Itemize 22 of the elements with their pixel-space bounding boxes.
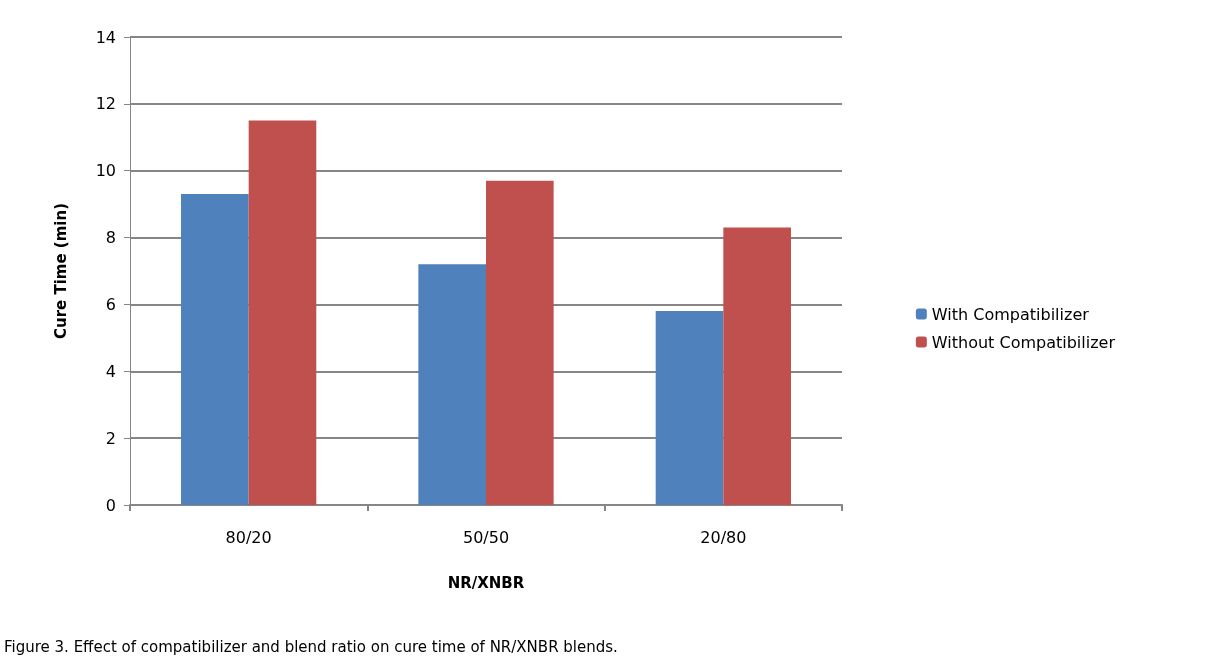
y-axis-title: Cure Time (min): [51, 202, 70, 340]
y-tick-label: 2: [105, 428, 116, 448]
x-axis-title: NR/XNBR: [447, 573, 525, 592]
y-tick-label: 8: [105, 228, 116, 248]
bar: [486, 180, 554, 505]
bar: [181, 194, 249, 505]
x-tick-label: 80/20: [225, 527, 272, 547]
legend-label: With Compatibilizer: [931, 304, 1090, 324]
bar: [418, 264, 486, 505]
bar: [723, 227, 791, 505]
y-tick-label: 4: [105, 361, 116, 381]
x-tick-label: 20/80: [700, 527, 747, 547]
y-tick-label: 14: [95, 27, 116, 47]
legend-label: Without Compatibilizer: [931, 332, 1116, 352]
bar: [655, 311, 724, 505]
y-tick-label: 6: [105, 294, 116, 314]
y-tick-label: 10: [95, 161, 116, 181]
x-tick-label: 50/50: [462, 527, 510, 547]
bar: [248, 120, 317, 505]
y-tick-label: 12: [95, 94, 116, 114]
caption: Figure 3. Effect of compatibilizer and blend ratio on cure time of NR/XNBR blends.: [4, 637, 618, 656]
y-tick-label: 0: [105, 495, 116, 515]
